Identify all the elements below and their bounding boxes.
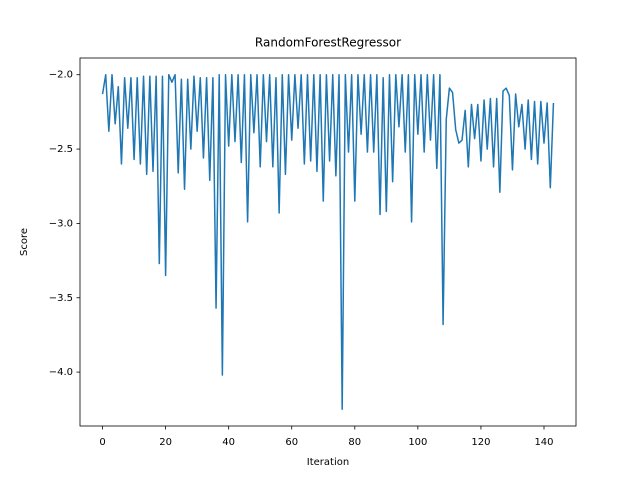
y-tick-label: −4.0 [49, 367, 73, 378]
x-tick-label: 60 [285, 437, 298, 448]
plot-frame [79, 57, 577, 427]
x-tick-label: 40 [222, 437, 235, 448]
y-axis-label: Score [19, 228, 30, 256]
y-tick-label: −2.5 [49, 144, 73, 155]
x-tick-label: 120 [471, 437, 490, 448]
x-tick-label: 100 [408, 437, 427, 448]
data-line [101, 73, 555, 411]
y-tick-label: −2.0 [49, 70, 73, 81]
x-tick-label: 140 [534, 437, 553, 448]
chart-title: RandomForestRegressor [255, 36, 401, 50]
x-tick-label: 20 [159, 437, 172, 448]
y-tick-label: −3.5 [49, 293, 73, 304]
y-tick-label: −3.0 [49, 218, 73, 229]
x-tick-label: 0 [99, 437, 105, 448]
x-axis-label: Iteration [307, 457, 349, 468]
x-tick-label: 80 [348, 437, 361, 448]
